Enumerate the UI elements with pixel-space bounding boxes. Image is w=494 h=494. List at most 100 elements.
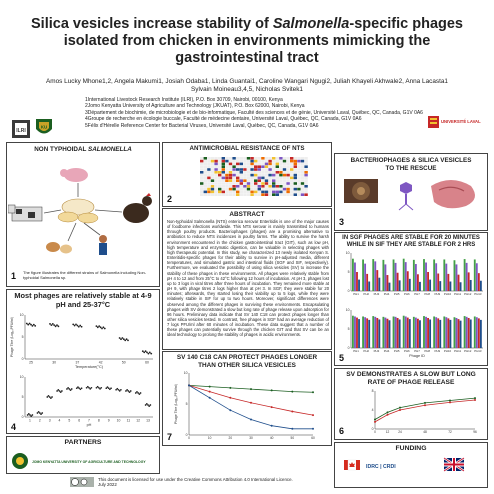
- x-tick-label: PH10: [444, 349, 452, 353]
- x-tick-label: 60: [311, 436, 315, 440]
- heatmap-cell: [254, 190, 258, 194]
- heatmap-cell: [257, 179, 261, 182]
- panel-3-number: 3: [339, 217, 345, 227]
- data-point: [59, 391, 62, 393]
- heatmap-cell: [261, 193, 265, 196]
- heatmap-cell: [286, 176, 290, 180]
- heatmap-cell: [254, 182, 258, 185]
- license-text: This document is licensed for use under …: [98, 477, 293, 482]
- heatmap-cell: [214, 157, 218, 160]
- jkuat-logo-text: JOMO KENYATTA UNIVERSITY OF AGRICULTURE …: [32, 460, 146, 464]
- heatmap-cell: [236, 190, 240, 194]
- heatmap-cell: [250, 162, 254, 166]
- partners-title: PARTNERS: [64, 439, 102, 446]
- data-point: [57, 325, 60, 328]
- y-tick-label: 5: [22, 395, 24, 399]
- x-tick-label: 6: [78, 419, 80, 423]
- heatmap-cell: [221, 157, 225, 160]
- data-point: [89, 388, 92, 390]
- heatmap-cell: [254, 157, 258, 160]
- heatmap-cell: [228, 187, 233, 191]
- heatmap-cell: [236, 157, 240, 160]
- bar: [364, 263, 367, 291]
- data-point: [68, 388, 71, 390]
- heatmap-cell: [304, 157, 308, 160]
- data-point: [107, 387, 110, 390]
- y-tick-label: 8: [372, 389, 374, 393]
- heatmap-cell: [210, 182, 215, 185]
- heatmap-cell: [232, 185, 236, 188]
- series-line: [374, 397, 476, 420]
- data-point: [118, 337, 121, 339]
- heatmap-cell: [239, 168, 243, 171]
- heatmap-cell: [304, 185, 308, 188]
- heatmap-cell: [210, 187, 215, 191]
- data-point: [98, 325, 101, 328]
- heatmap-cell: [275, 168, 279, 171]
- x-tick-label: PH10: [444, 292, 452, 296]
- heatmap-cell: [275, 187, 279, 191]
- bar: [402, 315, 405, 348]
- heatmap-cell: [264, 171, 269, 174]
- heatmap-cell: [246, 162, 251, 166]
- heatmap-cell: [203, 157, 207, 160]
- bar: [477, 318, 480, 348]
- x-tick-label: PH9: [434, 349, 440, 353]
- heatmap-cell: [232, 171, 236, 174]
- heatmap-cell: [282, 173, 287, 177]
- heatmap-cell: [286, 157, 290, 160]
- heatmap-cell: [282, 157, 287, 160]
- bar: [465, 262, 468, 291]
- heatmap-cell: [257, 162, 261, 166]
- heatmap-cell: [257, 176, 261, 180]
- heatmap-cell: [272, 193, 276, 196]
- heatmap-cell: [236, 162, 240, 166]
- heatmap-cell: [221, 171, 225, 174]
- bar: [469, 279, 472, 291]
- data-point: [72, 323, 75, 326]
- heatmap-cell: [246, 157, 251, 160]
- data-point: [36, 412, 39, 414]
- bar: [392, 259, 395, 291]
- panel-2-number: 2: [167, 194, 173, 204]
- bar: [419, 320, 421, 348]
- salmonella-strains-illustration: [8, 168, 152, 255]
- heatmap-cell: [250, 190, 254, 194]
- heatmap-cell: [200, 165, 204, 168]
- heatmap-cell: [243, 176, 247, 180]
- heatmap-cell: [254, 193, 258, 196]
- x-tick-label: 1: [29, 419, 31, 423]
- salmonella-bacteria-icon: [57, 198, 99, 224]
- x-tick-label: 42: [99, 361, 103, 365]
- y-tick-label: 10: [20, 375, 24, 379]
- data-point: [449, 401, 451, 404]
- data-point: [32, 323, 35, 326]
- heatmap-cell: [272, 159, 276, 163]
- heatmap-cell: [304, 190, 308, 194]
- heatmap-cell: [297, 157, 301, 160]
- heatmap-cell: [225, 185, 229, 188]
- bar: [455, 317, 458, 348]
- heatmap-cell: [268, 159, 272, 163]
- heatmap-cell: [279, 168, 283, 171]
- heatmap-cell: [300, 193, 305, 196]
- heatmap-cell: [264, 173, 269, 177]
- bar: [425, 316, 427, 348]
- heatmap-cell: [293, 159, 297, 163]
- data-point: [69, 389, 72, 391]
- human-icon: [99, 235, 107, 255]
- heatmap-cell: [207, 185, 211, 188]
- heatmap-cell: [286, 187, 290, 191]
- heatmap-cell: [236, 159, 240, 163]
- heatmap-cell: [210, 168, 215, 171]
- heatmap-cell: [261, 157, 265, 160]
- data-point: [127, 339, 129, 342]
- author-list: Amos Lucky Mhone1,2, Angela Makumi1, Jos…: [30, 78, 464, 94]
- laval-logo-text: UNIVERSITÉ LAVAL: [441, 119, 481, 124]
- heatmap-cell: [304, 173, 308, 177]
- bar: [457, 274, 460, 291]
- heatmap-cell: [290, 162, 294, 166]
- data-point: [127, 390, 130, 392]
- heatmap-cell: [210, 171, 215, 174]
